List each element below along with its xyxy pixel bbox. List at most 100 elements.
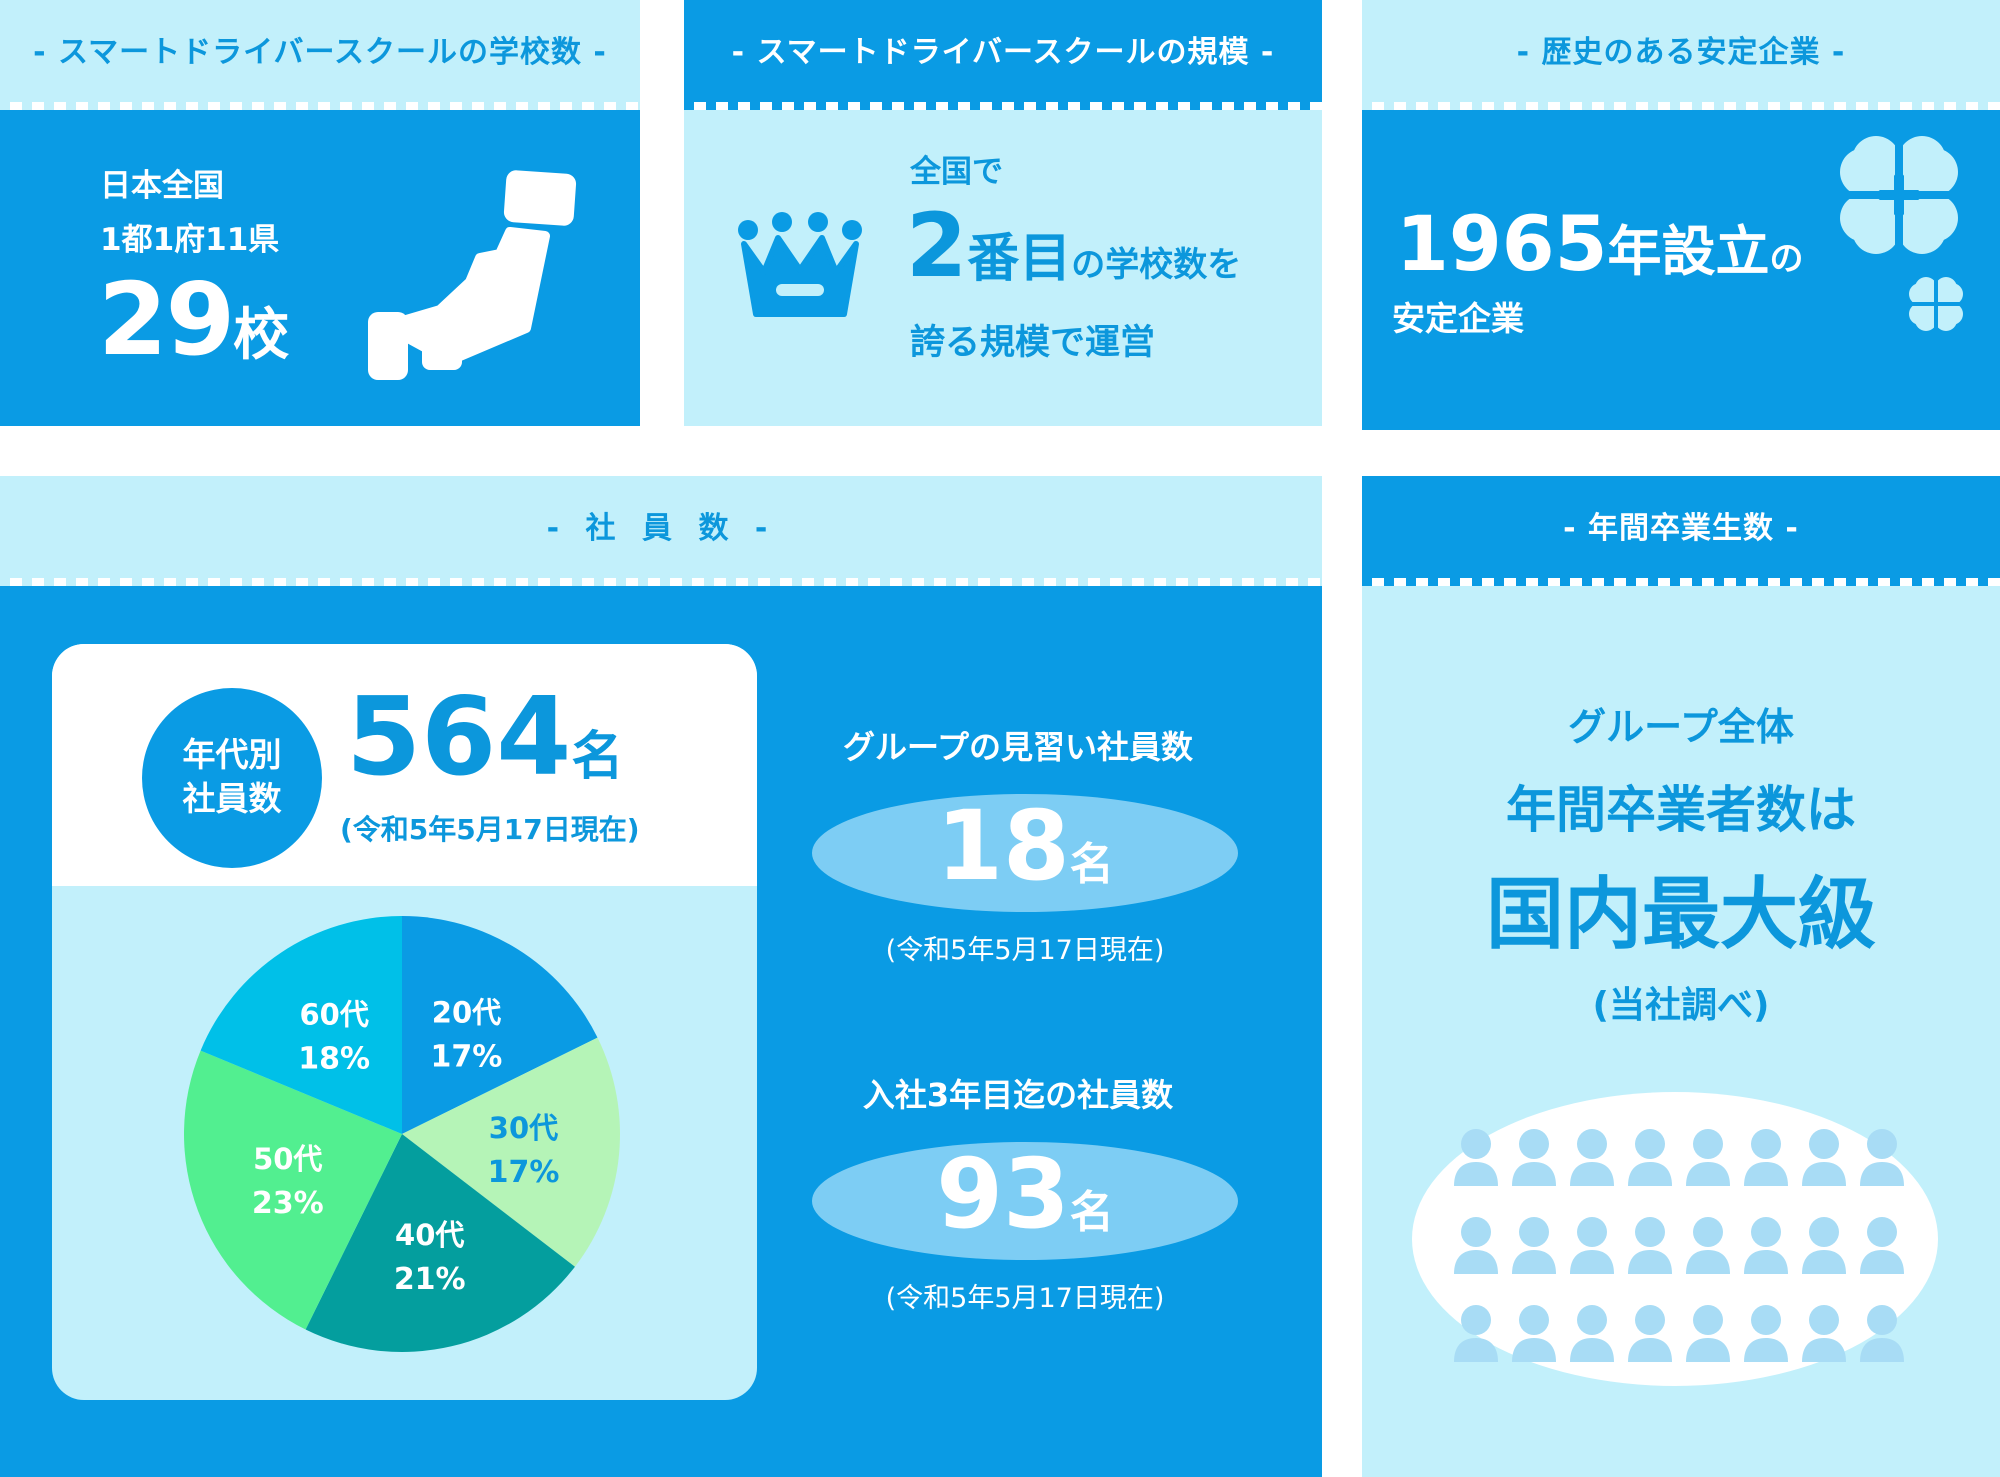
scale-rank-line: 2番目の学校数を [906, 202, 1241, 290]
person-icon [1860, 1305, 1904, 1362]
person-icon [1454, 1217, 1498, 1274]
person-icon [1454, 1129, 1498, 1186]
graduates-line4: (当社調べ) [1592, 985, 1770, 1026]
newhire-label: 入社3年目迄の社員数 [862, 1076, 1174, 1114]
crown-icon [738, 212, 862, 317]
panel-title: - 歴史のある安定企業 - [1362, 0, 2000, 110]
total-number: 564 [346, 675, 572, 800]
pie-slice-4 [183, 1050, 402, 1330]
panel-school-scale: - スマートドライバースクールの規模 - 全国で 2番目の学校数を 誇る規模で運… [684, 0, 1322, 426]
school-count: 29校 [98, 270, 289, 370]
graduates-line3: 国内最大級 [1485, 870, 1876, 960]
pie-slice-1 [402, 916, 598, 1134]
person-icon [1570, 1217, 1614, 1274]
pie-category-label: 30代 [489, 1111, 558, 1145]
newhire-oval [812, 1142, 1238, 1260]
person-icon [1628, 1217, 1672, 1274]
people-icon-grid [1454, 1129, 1904, 1362]
pie-slice-2 [402, 1037, 620, 1267]
founded-suffix: 年設立 [1607, 220, 1770, 283]
age-pie-chart: 20代 17% 30代 17% 40代 21% 50代 23% 60代 18% [183, 916, 620, 1352]
total-employees: 564名 [346, 684, 623, 792]
newhire-unit: 名 [1069, 1187, 1114, 1238]
total-as-of: (令和5年5月17日現在) [340, 813, 640, 846]
panel-body: 全国で 2番目の学校数を 誇る規模で運営 [684, 110, 1322, 426]
person-icon [1860, 1129, 1904, 1186]
graduates-line1: グループ全体 [1568, 705, 1794, 749]
badge-line2: 社員数 [182, 779, 282, 818]
panel-title: - 年間卒業生数 - [1362, 476, 2000, 586]
panel-graduates: - 年間卒業生数 - グループ全体 年間卒業者数は 国内最大級 (当社調べ) [1362, 476, 2000, 1477]
rank-number: 2 [906, 194, 968, 297]
person-icon [1454, 1305, 1498, 1362]
person-icon [1744, 1217, 1788, 1274]
panel-title: - スマートドライバースクールの学校数 - [0, 0, 640, 110]
panel-body: グループ全体 年間卒業者数は 国内最大級 (当社調べ) [1362, 586, 2000, 1477]
trainee-unit: 名 [1069, 839, 1114, 890]
person-icon [1802, 1305, 1846, 1362]
panel-title: - 社 員 数 - [0, 476, 1322, 586]
panel-body: 1965年設立の 安定企業 [1362, 110, 2000, 430]
person-icon [1802, 1217, 1846, 1274]
person-icon [1744, 1305, 1788, 1362]
panel-history: - 歴史のある安定企業 - 1965年設立の 安定企業 [1362, 0, 2000, 430]
pie-value-label: 18% [298, 1041, 370, 1076]
graduates-line2: 年間卒業者数は [1506, 781, 1856, 839]
trainee-label: グループの見習い社員数 [842, 728, 1194, 766]
person-icon [1686, 1217, 1730, 1274]
pie-slice-3 [305, 1134, 575, 1352]
rank-unit: 番目 [967, 229, 1072, 289]
panel-body: 年代別 社員数 564名 (令和5年5月17日現在) 20代 17% 30代 17% 4… [0, 586, 1322, 1477]
pie-slice-5 [200, 916, 402, 1134]
newhire-value: 93名 [812, 1146, 1238, 1242]
person-icon [1802, 1129, 1846, 1186]
school-count-number: 29 [98, 261, 235, 378]
stable-company-text: 安定企業 [1392, 299, 1524, 338]
trainee-oval [812, 794, 1238, 912]
panel-school-count: - スマートドライバースクールの学校数 - 日本全国 1都1府11県 29校 [0, 0, 640, 426]
japan-map-icon [368, 170, 577, 380]
newhire-number: 93 [936, 1138, 1070, 1250]
trainee-number: 18 [936, 790, 1070, 902]
region-text: 日本全国 [100, 168, 224, 204]
pie-value-label: 23% [252, 1186, 324, 1221]
scale-line3: 誇る規模で運営 [910, 323, 1156, 363]
total-unit: 名 [571, 727, 624, 787]
person-icon [1570, 1129, 1614, 1186]
panel-body: 日本全国 1都1府11県 29校 [0, 110, 640, 426]
person-icon [1570, 1305, 1614, 1362]
pie-category-label: 40代 [395, 1218, 464, 1252]
person-icon [1686, 1305, 1730, 1362]
person-icon [1512, 1217, 1556, 1274]
age-circle-badge: 年代別 社員数 [142, 688, 322, 868]
founded-line: 1965年設立の [1396, 206, 1804, 282]
people-oval [1412, 1092, 1938, 1386]
pie-value-label: 21% [394, 1262, 466, 1297]
panel-employees: - 社 員 数 - 年代別 社員数 564名 (令和5年5月17日現在) 20代… [0, 476, 1322, 1477]
trainee-value: 18名 [812, 798, 1238, 894]
rank-suffix: の学校数を [1071, 245, 1242, 285]
age-breakdown-card: 年代別 社員数 564名 (令和5年5月17日現在) 20代 17% 30代 17% 4… [52, 644, 757, 1400]
pie-category-label: 50代 [253, 1142, 322, 1176]
scale-line1: 全国で [910, 154, 1003, 190]
person-icon [1860, 1217, 1904, 1274]
panel-title: - スマートドライバースクールの規模 - [684, 0, 1322, 110]
person-icon [1628, 1305, 1672, 1362]
pie-category-label: 20代 [432, 995, 501, 1029]
badge-line1: 年代別 [182, 735, 282, 774]
clover-icon [1840, 136, 1958, 254]
person-icon [1512, 1305, 1556, 1362]
pie-value-label: 17% [431, 1039, 503, 1074]
person-icon [1686, 1129, 1730, 1186]
pie-value-label: 17% [488, 1155, 560, 1190]
school-count-unit: 校 [233, 303, 290, 368]
pie-category-label: 60代 [299, 997, 368, 1031]
founded-year: 1965 [1396, 199, 1608, 288]
newhire-as-of: (令和5年5月17日現在) [885, 1283, 1165, 1314]
person-icon [1512, 1129, 1556, 1186]
trainee-as-of: (令和5年5月17日現在) [885, 935, 1165, 966]
person-icon [1744, 1129, 1788, 1186]
person-icon [1628, 1129, 1672, 1186]
small-clover-icon [1908, 276, 1964, 332]
founded-particle: の [1769, 239, 1804, 279]
